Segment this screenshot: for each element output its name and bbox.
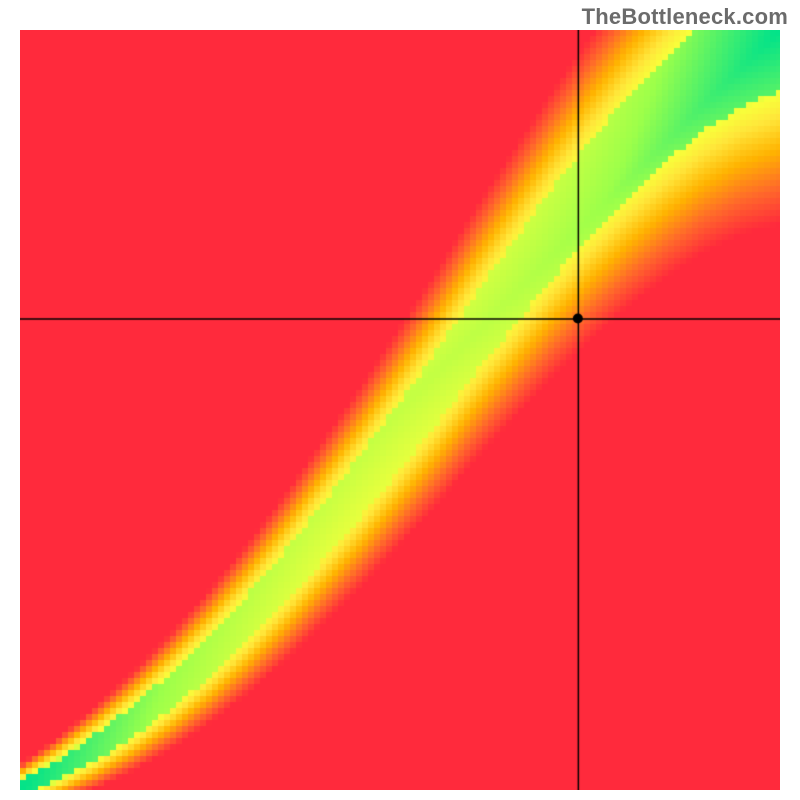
- heatmap-canvas: [20, 30, 780, 790]
- watermark-text: TheBottleneck.com: [582, 4, 788, 30]
- bottleneck-heatmap: [20, 30, 780, 790]
